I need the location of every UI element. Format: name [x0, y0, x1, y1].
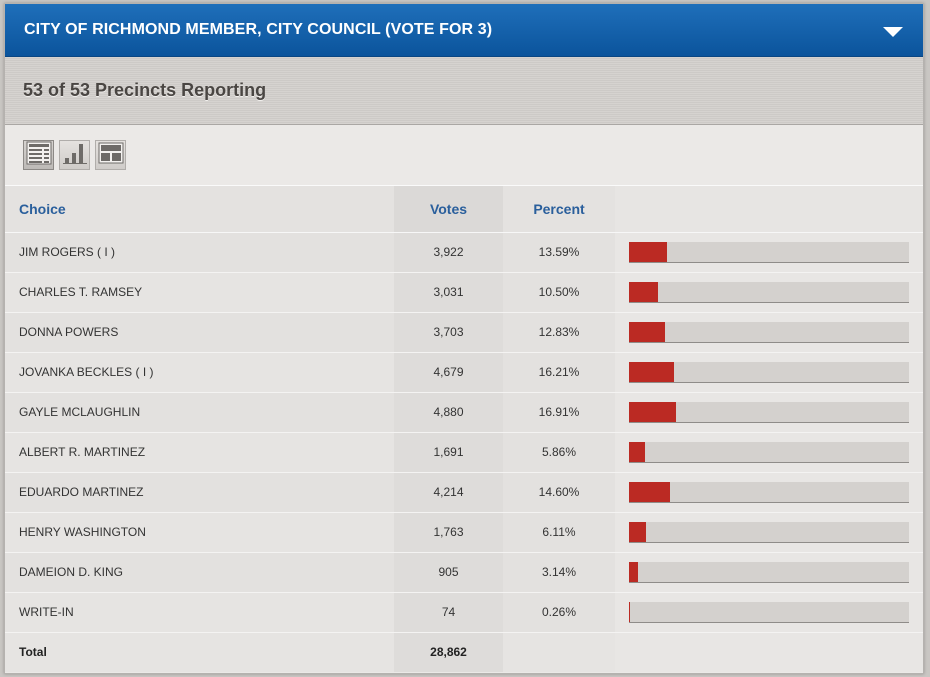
candidate-bar-cell: [615, 312, 923, 353]
candidate-name: WRITE-IN: [5, 592, 394, 633]
table-row: GAYLE MCLAUGHLIN 4,880 16.91%: [5, 392, 923, 433]
candidate-name: JIM ROGERS ( I ): [5, 232, 394, 273]
vote-share-bar: [629, 441, 646, 462]
candidate-percent: 5.86%: [503, 432, 615, 473]
vote-share-bar-track: [629, 561, 909, 583]
table-view-button[interactable]: [23, 140, 54, 170]
vote-share-bar-track: [629, 521, 909, 543]
vote-share-bar: [629, 561, 638, 582]
table-view-icon: [26, 141, 52, 170]
table-row: CHARLES T. RAMSEY 3,031 10.50%: [5, 272, 923, 313]
candidate-percent: 16.91%: [503, 392, 615, 433]
table-row: DAMEION D. KING 905 3.14%: [5, 552, 923, 593]
candidate-name: EDUARDO MARTINEZ: [5, 472, 394, 513]
vote-share-bar: [629, 241, 668, 262]
chevron-down-icon[interactable]: [882, 25, 904, 39]
vote-share-bar-track: [629, 281, 909, 303]
candidate-votes: 1,763: [394, 512, 503, 553]
vote-share-bar-track: [629, 321, 909, 343]
candidate-bar-cell: [615, 472, 923, 513]
table-row: WRITE-IN 74 0.26%: [5, 592, 923, 633]
candidate-votes: 3,922: [394, 232, 503, 273]
bar-chart-view-icon: [62, 141, 88, 170]
total-votes: 28,862: [394, 632, 503, 672]
candidate-votes: 905: [394, 552, 503, 593]
results-panel: CITY OF RICHMOND MEMBER, CITY COUNCIL (V…: [4, 3, 924, 674]
vote-share-bar-track: [629, 481, 909, 503]
candidate-bar-cell: [615, 552, 923, 593]
candidate-percent: 3.14%: [503, 552, 615, 593]
results-body: JIM ROGERS ( I ) 3,922 13.59% CHARLES T. RA…: [5, 232, 923, 633]
total-percent-cell: [503, 632, 615, 672]
vote-share-bar-track: [629, 601, 909, 623]
candidate-bar-cell: [615, 432, 923, 473]
candidate-name: JOVANKA BECKLES ( I ): [5, 352, 394, 393]
vote-share-bar: [629, 601, 630, 622]
vote-share-bar: [629, 361, 675, 382]
vote-share-bar: [629, 401, 677, 422]
candidate-votes: 4,679: [394, 352, 503, 393]
contest-title: CITY OF RICHMOND MEMBER, CITY COUNCIL (V…: [24, 21, 493, 38]
table-row: JOVANKA BECKLES ( I ) 4,679 16.21%: [5, 352, 923, 393]
candidate-votes: 3,703: [394, 312, 503, 353]
candidate-bar-cell: [615, 512, 923, 553]
candidate-name: HENRY WASHINGTON: [5, 512, 394, 553]
vote-share-bar: [629, 281, 659, 302]
vote-share-bar-track: [629, 401, 909, 423]
view-toolbar: [5, 125, 923, 186]
votes-column-header[interactable]: Votes: [394, 186, 503, 233]
candidate-votes: 4,214: [394, 472, 503, 513]
vote-share-bar-track: [629, 441, 909, 463]
candidate-percent: 0.26%: [503, 592, 615, 633]
vote-share-bar: [629, 321, 665, 342]
precincts-reporting-bar: 53 of 53 Precincts Reporting: [5, 57, 923, 125]
table-row: JIM ROGERS ( I ) 3,922 13.59%: [5, 232, 923, 273]
candidate-percent: 6.11%: [503, 512, 615, 553]
candidate-percent: 16.21%: [503, 352, 615, 393]
candidate-name: ALBERT R. MARTINEZ: [5, 432, 394, 473]
bar-chart-view-button[interactable]: [59, 140, 90, 170]
candidate-percent: 14.60%: [503, 472, 615, 513]
vote-share-bar: [629, 521, 647, 542]
candidate-percent: 13.59%: [503, 232, 615, 273]
percent-column-header[interactable]: Percent: [503, 186, 615, 233]
choice-column-header[interactable]: Choice: [5, 186, 394, 233]
candidate-bar-cell: [615, 392, 923, 433]
results-table: Choice Votes Percent JIM ROGERS ( I ) 3,9…: [5, 186, 923, 672]
candidate-name: CHARLES T. RAMSEY: [5, 272, 394, 313]
candidate-votes: 3,031: [394, 272, 503, 313]
candidate-percent: 12.83%: [503, 312, 615, 353]
table-row: DONNA POWERS 3,703 12.83%: [5, 312, 923, 353]
table-row: EDUARDO MARTINEZ 4,214 14.60%: [5, 472, 923, 513]
vote-share-bar-track: [629, 361, 909, 383]
table-row: HENRY WASHINGTON 1,763 6.11%: [5, 512, 923, 553]
total-bar-cell: [615, 632, 923, 672]
candidate-bar-cell: [615, 272, 923, 313]
total-row: Total 28,862: [5, 632, 923, 672]
grid-view-button[interactable]: [95, 140, 126, 170]
candidate-votes: 74: [394, 592, 503, 633]
vote-share-bar: [629, 481, 670, 502]
candidate-votes: 1,691: [394, 432, 503, 473]
contest-header[interactable]: CITY OF RICHMOND MEMBER, CITY COUNCIL (V…: [5, 4, 923, 57]
vote-share-bar-track: [629, 241, 909, 263]
total-label: Total: [5, 632, 394, 672]
bar-column-header: [615, 186, 923, 233]
candidate-name: DONNA POWERS: [5, 312, 394, 353]
table-row: ALBERT R. MARTINEZ 1,691 5.86%: [5, 432, 923, 473]
candidate-percent: 10.50%: [503, 272, 615, 313]
candidate-bar-cell: [615, 232, 923, 273]
candidate-name: GAYLE MCLAUGHLIN: [5, 392, 394, 433]
table-header-row: Choice Votes Percent: [5, 186, 923, 233]
precincts-reporting-text: 53 of 53 Precincts Reporting: [23, 80, 267, 100]
candidate-votes: 4,880: [394, 392, 503, 433]
candidate-bar-cell: [615, 352, 923, 393]
candidate-bar-cell: [615, 592, 923, 633]
grid-view-icon: [98, 141, 124, 170]
candidate-name: DAMEION D. KING: [5, 552, 394, 593]
